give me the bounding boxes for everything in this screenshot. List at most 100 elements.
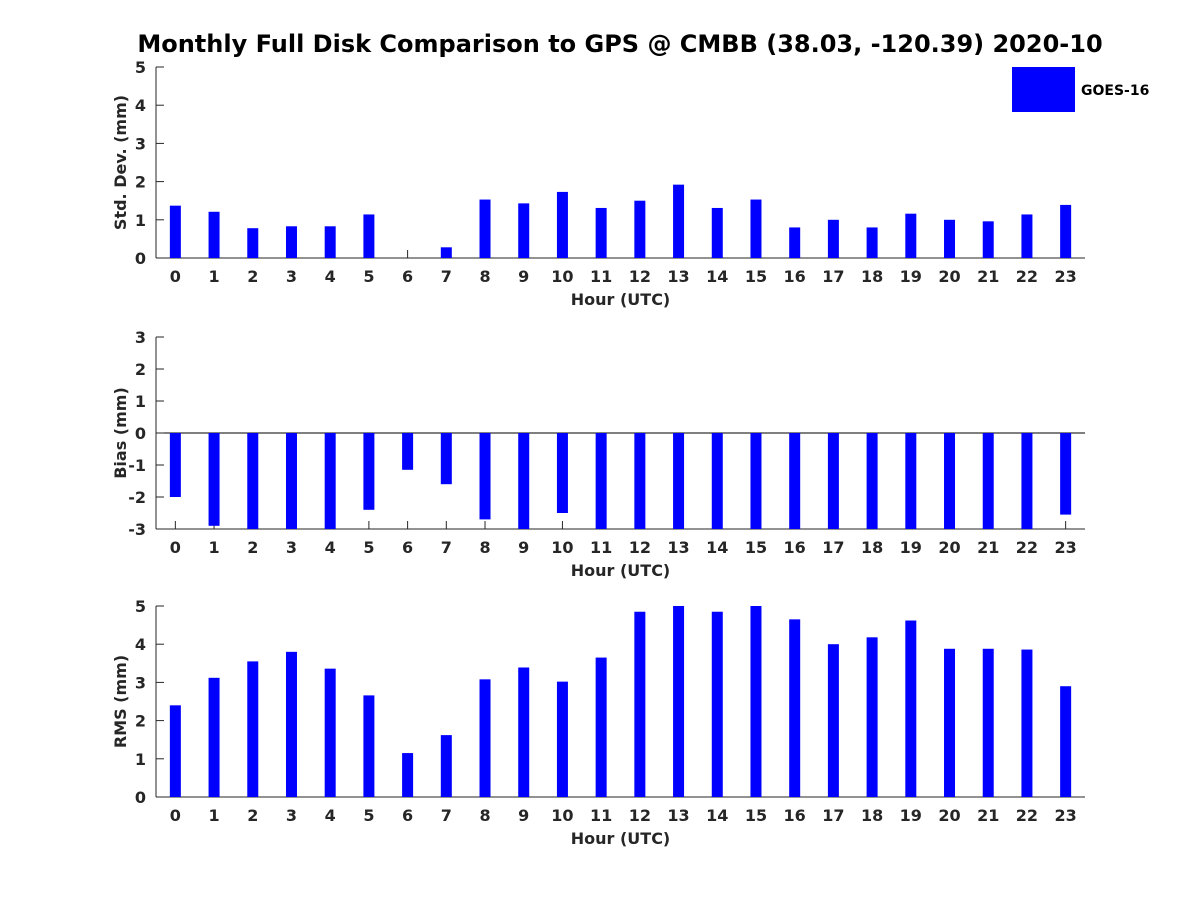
bar <box>247 228 259 258</box>
x-tick-label: 17 <box>822 806 844 825</box>
bar <box>440 433 452 485</box>
x-tick-label: 0 <box>170 806 181 825</box>
bar <box>324 226 336 258</box>
bar <box>1060 686 1072 797</box>
x-tick-label: 0 <box>170 538 181 557</box>
x-axis-label: Hour (UTC) <box>571 290 671 309</box>
bar <box>324 433 336 529</box>
x-tick-label: 6 <box>402 538 413 557</box>
y-axis-label: Std. Dev. (mm) <box>111 95 130 230</box>
bar <box>673 433 685 529</box>
x-tick-label: 23 <box>1055 806 1077 825</box>
x-tick-label: 4 <box>325 538 336 557</box>
x-tick-label: 15 <box>745 538 767 557</box>
x-tick-label: 3 <box>286 806 297 825</box>
x-axis-label: Hour (UTC) <box>571 561 671 580</box>
bar <box>944 219 956 258</box>
y-tick-label: 3 <box>135 328 146 347</box>
y-tick-label: 3 <box>135 673 146 692</box>
x-tick-label: 9 <box>518 538 529 557</box>
bar <box>208 211 220 258</box>
y-tick-label: 0 <box>135 788 146 807</box>
x-tick-label: 12 <box>629 806 651 825</box>
bar <box>169 433 181 497</box>
x-tick-label: 6 <box>402 267 413 286</box>
bar <box>363 214 375 258</box>
bar <box>866 227 878 258</box>
bar <box>982 648 994 797</box>
y-tick-label: -3 <box>128 520 146 539</box>
bar <box>866 433 878 529</box>
x-tick-label: 8 <box>479 538 490 557</box>
x-tick-label: 17 <box>822 267 844 286</box>
x-tick-label: 2 <box>247 538 258 557</box>
x-tick-label: 21 <box>977 806 999 825</box>
legend-label: GOES-16 <box>1081 83 1149 99</box>
y-tick-label: 2 <box>135 173 146 192</box>
x-tick-label: 18 <box>861 267 883 286</box>
y-tick-label: 5 <box>135 58 146 77</box>
x-tick-label: 2 <box>247 806 258 825</box>
x-tick-label: 3 <box>286 538 297 557</box>
bar <box>905 213 917 258</box>
x-tick-label: 16 <box>784 267 806 286</box>
y-tick-label: 5 <box>135 597 146 616</box>
y-tick-label: 2 <box>135 712 146 731</box>
x-tick-label: 22 <box>1016 806 1038 825</box>
bar <box>363 695 375 797</box>
x-tick-label: 14 <box>706 538 728 557</box>
bar <box>324 668 336 797</box>
x-tick-label: 23 <box>1055 538 1077 557</box>
x-tick-label: 14 <box>706 267 728 286</box>
bar <box>711 611 723 797</box>
x-tick-label: 7 <box>441 806 452 825</box>
x-tick-label: 22 <box>1016 538 1038 557</box>
x-tick-label: 16 <box>784 806 806 825</box>
x-tick-label: 0 <box>170 267 181 286</box>
x-tick-label: 11 <box>590 538 612 557</box>
bar <box>440 735 452 797</box>
bar <box>673 606 685 797</box>
bar <box>556 191 568 258</box>
bar <box>634 433 646 529</box>
bar <box>750 199 762 258</box>
x-tick-label: 15 <box>745 267 767 286</box>
bar <box>789 433 801 529</box>
x-tick-label: 8 <box>479 267 490 286</box>
y-tick-label: 0 <box>135 249 146 268</box>
x-tick-label: 10 <box>551 538 573 557</box>
bar <box>479 199 491 258</box>
bar <box>208 433 220 526</box>
bar <box>479 679 491 797</box>
bar <box>247 661 259 797</box>
y-tick-label: 3 <box>135 134 146 153</box>
bar <box>595 207 607 258</box>
bar <box>479 433 491 520</box>
x-tick-label: 4 <box>325 806 336 825</box>
bar <box>440 247 452 258</box>
x-tick-label: 7 <box>441 267 452 286</box>
bar <box>827 219 839 258</box>
bar <box>750 606 762 797</box>
x-tick-label: 21 <box>977 538 999 557</box>
bar <box>905 433 917 529</box>
bar <box>673 184 685 258</box>
x-tick-label: 11 <box>590 267 612 286</box>
bar <box>866 637 878 797</box>
x-tick-label: 11 <box>590 806 612 825</box>
y-tick-label: 0 <box>135 424 146 443</box>
bar <box>711 207 723 258</box>
bar <box>285 651 297 797</box>
bar <box>1060 204 1072 258</box>
bar <box>208 677 220 797</box>
bar <box>789 227 801 258</box>
x-tick-label: 18 <box>861 806 883 825</box>
bar <box>247 433 259 529</box>
y-tick-label: 1 <box>135 392 146 411</box>
x-tick-label: 7 <box>441 538 452 557</box>
bar <box>982 221 994 258</box>
x-tick-label: 21 <box>977 267 999 286</box>
y-tick-label: 4 <box>135 635 146 654</box>
x-tick-label: 9 <box>518 267 529 286</box>
